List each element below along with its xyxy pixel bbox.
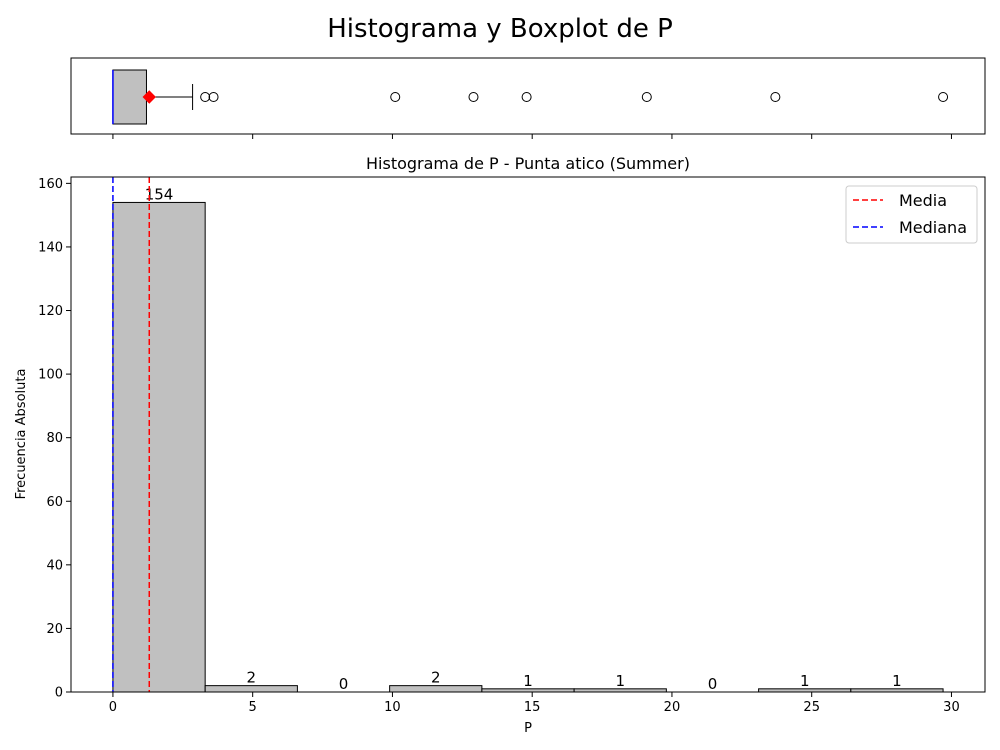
boxplot-mean-marker	[142, 90, 156, 104]
y-tick-label: 80	[46, 431, 63, 446]
x-tick-label: 0	[109, 700, 117, 715]
boxplot-outlier	[468, 92, 479, 102]
boxplot-outlier	[200, 92, 211, 102]
bar-value-label: 1	[892, 672, 902, 690]
x-axis-label: P	[524, 721, 532, 736]
legend-label: Media	[899, 191, 947, 210]
bar-value-label: 1	[523, 672, 533, 690]
y-tick-label: 120	[38, 304, 63, 319]
boxplot-outlier	[641, 92, 652, 102]
y-axis-label: Frecuencia Absoluta	[14, 369, 29, 500]
boxplot-frame	[70, 57, 986, 135]
bar-value-label: 1	[800, 672, 810, 690]
x-tick-label: 15	[524, 700, 541, 715]
x-tick-label: 20	[664, 700, 681, 715]
legend: Media Mediana	[845, 185, 978, 244]
y-tick-label: 20	[46, 622, 63, 637]
boxplot-outlier	[770, 92, 781, 102]
histogram-frame	[70, 176, 986, 693]
y-tick-label: 100	[38, 368, 63, 383]
bar-value-label: 2	[431, 669, 441, 687]
y-tick-label: 60	[46, 495, 63, 510]
boxplot-axes	[70, 57, 986, 139]
boxplot-outlier	[938, 92, 949, 102]
legend-label: Mediana	[899, 218, 967, 237]
x-tick-label: 5	[249, 700, 257, 715]
y-tick-label: 40	[46, 558, 63, 573]
bar-value-label: 2	[247, 669, 257, 687]
bar-value-label: 154	[145, 185, 174, 203]
legend-box	[845, 185, 978, 244]
histogram-title: Histograma de P - Punta atico (Summer)	[366, 154, 690, 173]
y-tick-label: 160	[38, 177, 63, 192]
x-tick-label: 10	[384, 700, 401, 715]
boxplot-box	[112, 69, 147, 125]
figure-title: Histograma y Boxplot de P	[327, 14, 673, 44]
bar-value-label: 0	[708, 675, 718, 693]
y-tick-label: 140	[38, 240, 63, 255]
bar-value-label: 1	[615, 672, 625, 690]
histogram-axes: Histograma de P - Punta atico (Summer) P…	[14, 154, 986, 736]
boxplot-outlier	[521, 92, 532, 102]
bar-value-label: 0	[339, 675, 349, 693]
histogram-bar	[112, 201, 206, 693]
boxplot-outlier	[390, 92, 401, 102]
boxplot-outlier	[208, 92, 219, 102]
y-tick-label: 0	[55, 686, 63, 701]
x-tick-label: 30	[943, 700, 960, 715]
x-tick-label: 25	[803, 700, 820, 715]
